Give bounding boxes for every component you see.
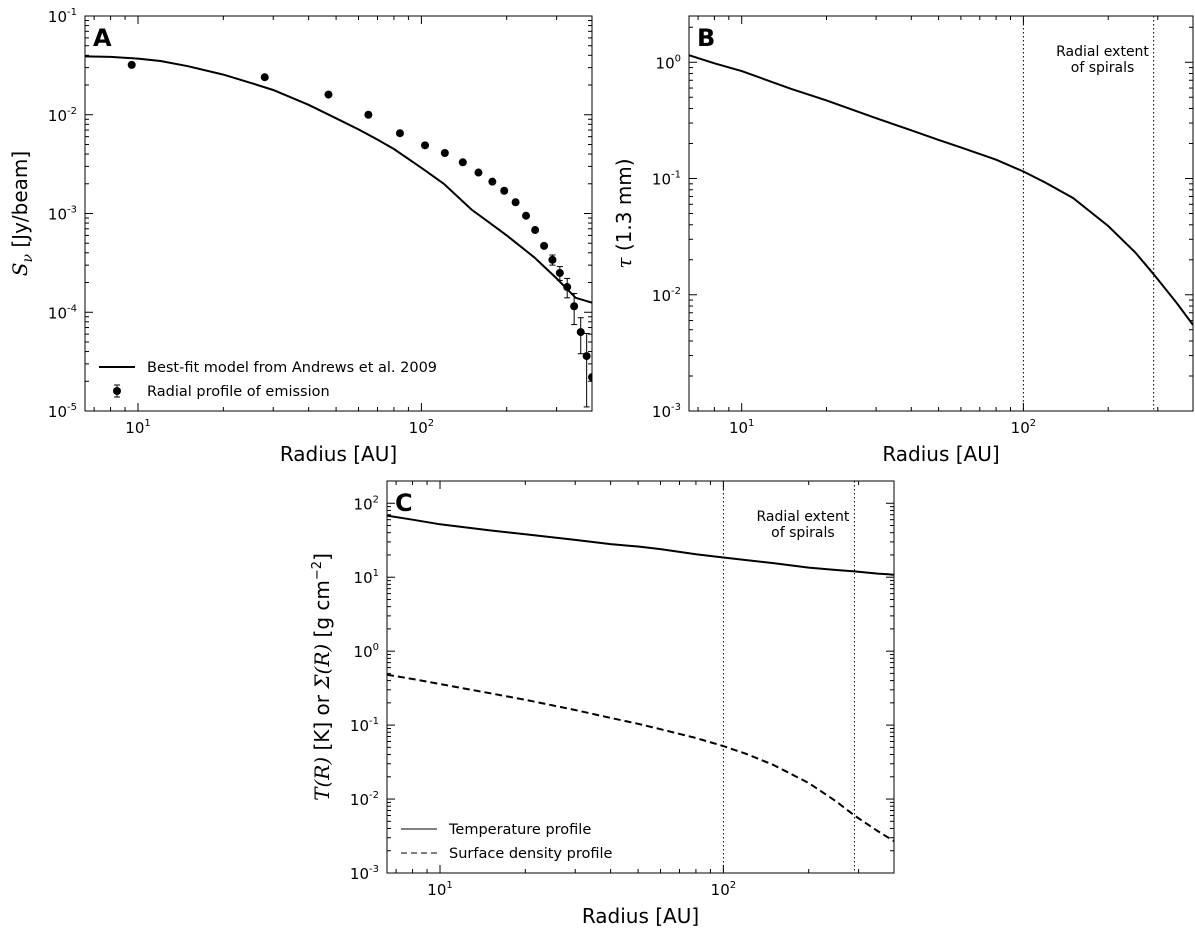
y-tick-label: 10-4 <box>48 303 77 322</box>
data-point <box>260 73 269 82</box>
data-point <box>548 255 557 264</box>
data-point <box>582 352 591 361</box>
panel-c: 101 102 10-3 10-2 10-1 100 101 102 Radius [AU] T(… <box>310 480 895 928</box>
annotation-text: of spirals <box>1071 60 1135 76</box>
panel-letter: C <box>395 489 413 517</box>
y-tick-label: 100 <box>656 53 681 72</box>
x-tick-label: 101 <box>427 880 452 899</box>
data-point <box>488 177 497 186</box>
legend-label: Radial profile of emission <box>147 384 330 400</box>
y-tick-label: 10-1 <box>652 170 681 189</box>
panel-a: 101 102 10-5 10-4 10-3 10-2 10-1 Radius [AU] Sν … <box>8 7 593 466</box>
y-tick-label: 10-3 <box>350 864 379 883</box>
plot-area <box>85 55 592 408</box>
y-axis-label: τ (1.3 mm) <box>612 158 636 268</box>
y-tick-label: 10-1 <box>350 716 379 735</box>
y-tick-label: 101 <box>354 568 379 587</box>
panel-b: 101 102 10-3 10-2 10-1 100 Radius [AU] τ (1.3 m… <box>612 15 1194 466</box>
data-point <box>570 302 579 311</box>
series-line <box>387 514 894 576</box>
data-point <box>511 198 520 207</box>
x-tick-label: 102 <box>409 418 434 437</box>
data-point <box>395 129 404 138</box>
series-line <box>387 673 894 842</box>
annotation-text: of spirals <box>771 525 835 541</box>
annotation-text: Radial extent <box>757 509 850 525</box>
data-point <box>500 186 509 195</box>
data-point <box>563 283 572 292</box>
plot-area <box>387 481 894 873</box>
data-point <box>440 148 449 157</box>
axes-frame <box>386 480 895 874</box>
data-point <box>421 141 430 150</box>
y-tick-label: 10-2 <box>48 106 77 125</box>
data-point <box>588 373 592 382</box>
y-axis-label: T(R) [K] or Σ(R) [g cm−2] <box>310 553 334 801</box>
y-tick-label: 10-3 <box>652 402 681 421</box>
annotation-text: Radial extent <box>1056 44 1149 60</box>
panel-letter: A <box>93 24 112 52</box>
x-tick-label: 102 <box>1011 418 1036 437</box>
data-point <box>458 158 467 167</box>
x-tick-label: 101 <box>125 418 150 437</box>
series-line <box>689 54 1193 326</box>
data-point <box>540 241 549 250</box>
x-axis-label: Radius [AU] <box>882 442 999 466</box>
y-tick-label: 100 <box>354 642 379 661</box>
plot-area <box>689 16 1193 411</box>
legend-label: Surface density profile <box>449 846 613 862</box>
x-axis-label: Radius [AU] <box>582 904 699 928</box>
data-point <box>474 168 483 177</box>
y-tick-label: 10-2 <box>652 286 681 305</box>
y-tick-label: 10-5 <box>48 402 77 421</box>
x-axis-label: Radius [AU] <box>280 442 397 466</box>
series-line <box>85 55 592 304</box>
legend-marker <box>113 387 121 395</box>
data-point <box>127 60 136 69</box>
panel-letter: B <box>697 24 715 52</box>
data-point <box>522 211 531 220</box>
x-tick-label: 101 <box>729 418 754 437</box>
legend-label: Temperature profile <box>448 822 591 838</box>
data-point <box>576 328 585 337</box>
legend-label: Best-fit model from Andrews et al. 2009 <box>147 360 437 376</box>
data-point <box>531 226 540 235</box>
y-tick-label: 10-3 <box>48 205 77 224</box>
y-tick-label: 10-2 <box>350 790 379 809</box>
data-point <box>555 268 564 277</box>
y-tick-label: 102 <box>354 494 379 513</box>
x-tick-label: 102 <box>711 880 736 899</box>
axes-frame <box>84 15 593 412</box>
y-tick-label: 10-1 <box>48 7 77 26</box>
data-point <box>324 90 333 99</box>
y-axis-label: Sν [Jy/beam] <box>8 151 36 276</box>
data-point <box>364 110 373 119</box>
